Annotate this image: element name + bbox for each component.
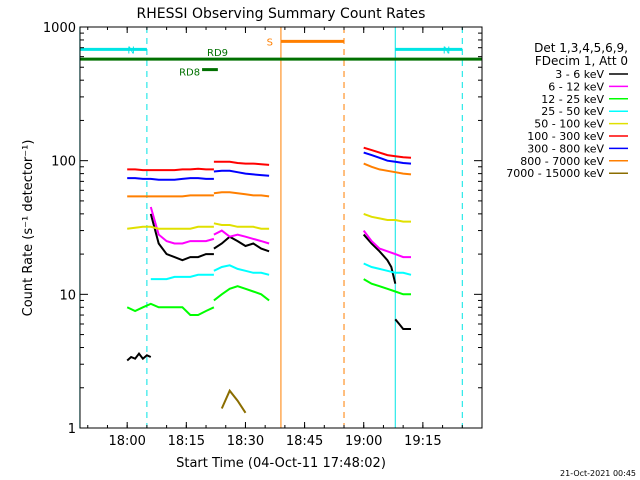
state-label-n: N bbox=[443, 45, 450, 56]
legend-label: 6 - 12 keV bbox=[548, 80, 604, 93]
series-line-2 bbox=[149, 206, 215, 245]
series-line-2 bbox=[362, 229, 411, 259]
x-tick-label: 19:00 bbox=[345, 434, 382, 449]
legend-label: 7000 - 15000 keV bbox=[506, 167, 604, 180]
y-tick-label: 10 bbox=[59, 288, 76, 303]
x-tick-label: 18:30 bbox=[227, 434, 264, 449]
series-line-6 bbox=[127, 167, 214, 172]
legend-label: 100 - 300 keV bbox=[527, 130, 604, 143]
series-line-1 bbox=[149, 213, 214, 262]
state-label-rd8: RD8 bbox=[179, 68, 200, 79]
legend-label: 300 - 800 keV bbox=[527, 142, 604, 155]
state-label-n: N bbox=[127, 45, 134, 56]
x-tick-label: 18:15 bbox=[168, 434, 205, 449]
series-line-3 bbox=[213, 285, 270, 302]
y-tick-label: 1000 bbox=[43, 21, 76, 36]
series-line-4 bbox=[363, 262, 412, 276]
axes: 18:00 18:15 18:30 18:45 19:00 19:15 1 10 100 1000 bbox=[43, 21, 483, 449]
y-axis-label: Count Rate (s⁻¹ detector⁻¹) bbox=[21, 140, 36, 317]
series-line-8 bbox=[213, 191, 270, 198]
legend-label: 25 - 50 keV bbox=[541, 105, 604, 118]
series-line-3 bbox=[363, 278, 411, 296]
series-line-3 bbox=[126, 302, 215, 316]
x-tick-label: 18:00 bbox=[108, 434, 145, 449]
x-tick-label: 18:45 bbox=[286, 434, 323, 449]
plot-area: N N S RD9 RD8 bbox=[79, 27, 482, 428]
plot-frame bbox=[79, 26, 483, 429]
series-line-7 bbox=[213, 169, 270, 177]
legend-label: 12 - 25 keV bbox=[541, 93, 604, 106]
legend-label: 3 - 6 keV bbox=[555, 68, 604, 81]
x-tick-label: 19:15 bbox=[404, 434, 441, 449]
series-line-1 bbox=[213, 235, 270, 253]
series-line-6 bbox=[213, 160, 270, 166]
y-tick-label: 100 bbox=[51, 155, 76, 170]
legend-header-line: Det 1,3,4,5,6,9, bbox=[534, 41, 628, 55]
state-label-rd9: RD9 bbox=[207, 48, 228, 59]
legend: Det 1,3,4,5,6,9,FDecim 1, Att 03 - 6 keV… bbox=[506, 41, 628, 180]
series-line-2 bbox=[213, 229, 270, 245]
series-line-4 bbox=[213, 264, 270, 276]
series-line-1 bbox=[126, 351, 152, 362]
series-line-5 bbox=[127, 225, 214, 230]
series-line-9 bbox=[220, 388, 247, 414]
series-line-8 bbox=[127, 194, 214, 198]
series-line-8 bbox=[363, 162, 412, 176]
series-line-1 bbox=[394, 318, 411, 330]
series-line-1 bbox=[362, 233, 397, 284]
series-line-7 bbox=[363, 151, 412, 165]
chart-title: RHESSI Observing Summary Count Rates bbox=[137, 6, 426, 22]
series-line-6 bbox=[363, 146, 412, 159]
legend-label: 50 - 100 keV bbox=[534, 118, 604, 131]
series-line-5 bbox=[363, 212, 411, 223]
footer-timestamp: 21-Oct-2021 00:45 bbox=[560, 469, 636, 478]
series-line-4 bbox=[150, 273, 214, 281]
series-line-5 bbox=[213, 222, 270, 230]
series-line-7 bbox=[127, 177, 214, 181]
state-label-s: S bbox=[267, 37, 273, 48]
y-tick-label: 1 bbox=[68, 422, 76, 437]
x-axis-label: Start Time (04-Oct-11 17:48:02) bbox=[176, 456, 386, 471]
legend-header-line: FDecim 1, Att 0 bbox=[535, 54, 628, 68]
legend-label: 800 - 7000 keV bbox=[520, 155, 604, 168]
